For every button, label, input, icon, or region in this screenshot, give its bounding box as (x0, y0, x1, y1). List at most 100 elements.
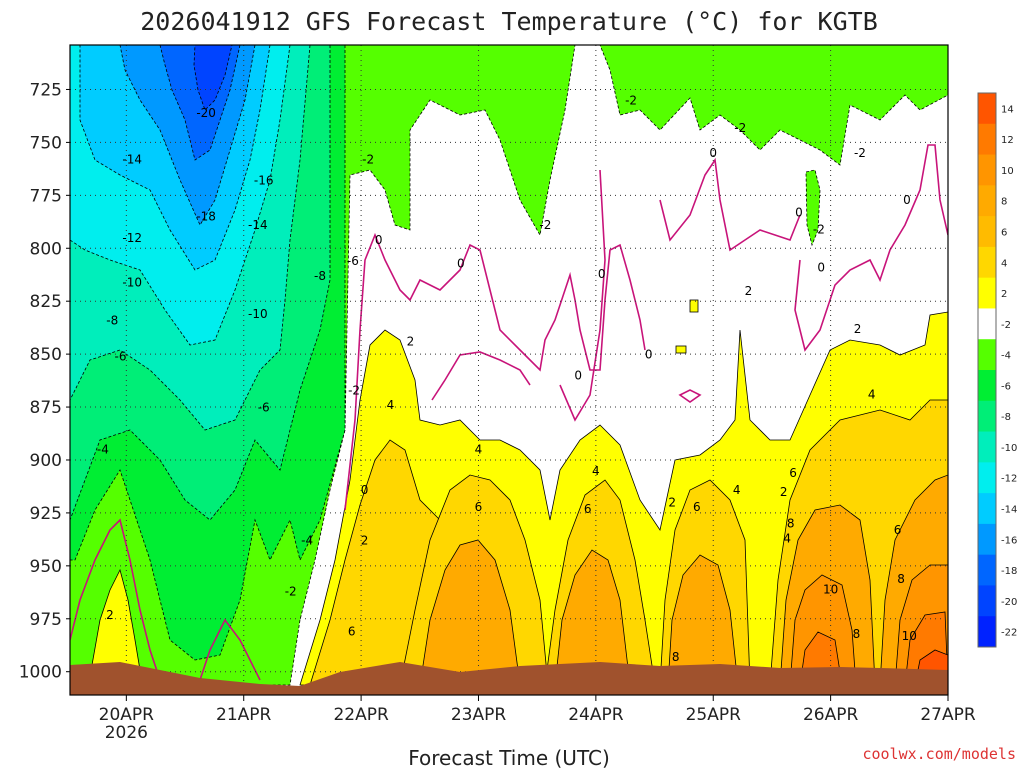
colorbar-swatch (978, 185, 996, 217)
contour-label: -2 (734, 121, 746, 135)
contour-label: 2 (106, 608, 114, 622)
chart-title: 2026041912 GFS Forecast Temperature (°C)… (140, 7, 878, 36)
colorbar-swatch (978, 246, 996, 279)
contour-label: -6 (114, 349, 126, 363)
colorbar-swatch (978, 154, 996, 186)
contour-label: 2 (780, 485, 788, 499)
x-tick-label: 22APR (333, 705, 389, 725)
x-tick-label: 24APR (568, 705, 624, 725)
colorbar-label: -14 (1001, 505, 1017, 516)
warm-pocket-marker (689, 299, 699, 313)
zero-contour-line-26apr (794, 144, 948, 352)
contour-label: -14 (248, 218, 268, 232)
contour-label: -6 (347, 254, 359, 268)
contour-label: 6 (584, 502, 592, 516)
colorbar-swatch (978, 93, 996, 125)
contour-label: 2 (407, 335, 415, 349)
x-axis-label: Forecast Time (UTC) (408, 746, 610, 768)
contour-label: -14 (122, 153, 142, 167)
zero-contour-line-24apr (559, 169, 606, 422)
y-tick-label: 875 (30, 398, 62, 418)
y-tick-label: 975 (30, 610, 62, 630)
y-tick-label: 900 (30, 451, 62, 471)
contour-label: 0 (598, 267, 606, 281)
contour-label: 10 (902, 629, 917, 643)
zero-contour-line-20apr (70, 518, 161, 681)
zero-contour-line-25apr (659, 157, 801, 252)
contour-label: 8 (787, 517, 795, 531)
contour-labels: -20-14-16-18-14-12-10-8 -10-8-6-6-6-4-4-2… (97, 93, 917, 664)
contour-label: 4 (592, 464, 600, 478)
contour-label: -18 (196, 210, 216, 224)
colorbar-swatch (978, 339, 996, 371)
colorbar-frame (977, 92, 997, 648)
contour-label: 6 (789, 466, 797, 480)
contour-label: -8 (106, 313, 118, 327)
contour-label: 6 (475, 500, 483, 514)
colorbar-label: 6 (1001, 228, 1007, 239)
contour-label: 6 (894, 523, 902, 537)
contour-label: 0 (375, 233, 383, 247)
contour-label: 2 (854, 322, 862, 336)
colorbar-label: -2 (1001, 320, 1011, 331)
contour-label: -10 (122, 275, 142, 289)
colorbar-swatch (978, 462, 996, 494)
colorbar-swatch (978, 554, 996, 586)
colorbar-swatch (978, 370, 996, 402)
colorbar-swatch (978, 431, 996, 463)
y-tick-label: 800 (30, 239, 62, 259)
colorbar-label: -18 (1001, 566, 1017, 577)
colorbar-swatch (978, 493, 996, 525)
colorbar-swatch (978, 277, 996, 309)
colorbar-label: -20 (1001, 597, 1017, 608)
contour-label: 4 (783, 532, 791, 546)
contour-label: 4 (387, 398, 395, 412)
zero-contour-line-midday-24apr (678, 389, 702, 403)
contour-label: -2 (362, 153, 374, 167)
x-tick-label: 25APR (686, 705, 742, 725)
warm-cores (309, 399, 948, 686)
y-tick-label: 725 (30, 80, 62, 100)
y-tick-label: 925 (30, 504, 62, 524)
contour-label: 8 (672, 650, 680, 664)
colorbar-swatch (978, 123, 996, 156)
contour-label: 0 (903, 193, 911, 207)
y-tick-label: 850 (30, 345, 62, 365)
grid (70, 45, 948, 695)
colorbar-label: 12 (1001, 135, 1014, 146)
zero-contour-line-23apr (431, 351, 531, 401)
y-axis: 725 750 775 800 825 850 875 900 925 950 975 1000 (19, 80, 70, 683)
contour-label: 2 (668, 496, 676, 510)
contour-label: 0 (795, 205, 803, 219)
contour-label: 6 (693, 500, 701, 514)
terrain-ground (70, 662, 948, 695)
contour-label: 0 (709, 146, 717, 160)
y-tick-label: 950 (30, 557, 62, 577)
colorbar-label: -8 (1001, 412, 1011, 423)
contour-label: 0 (574, 369, 582, 383)
contour-label: -2 (285, 584, 297, 598)
contour-label: 4 (733, 483, 741, 497)
contour-label: -10 (248, 307, 268, 321)
zero-degree-contours (70, 144, 948, 681)
colorbar-label: 8 (1001, 197, 1007, 208)
colorbar-label: -22 (1001, 628, 1017, 639)
zero-contour-line-21apr (199, 618, 261, 681)
contour-label: 8 (853, 627, 861, 641)
colorbar-swatch (978, 216, 996, 248)
colorbar-label: -10 (1001, 443, 1017, 454)
y-tick-label: 1000 (19, 663, 62, 683)
contour-label: 0 (817, 261, 825, 275)
contour-label: -4 (97, 443, 109, 457)
contour-label: -2 (813, 222, 825, 236)
colorbar-swatch (978, 585, 996, 617)
x-tick-label: 23APR (451, 705, 507, 725)
band-minus-20 (193, 45, 233, 111)
zero-contour-line-22apr (344, 232, 646, 511)
colorbar-label: 10 (1001, 166, 1014, 177)
contour-label: -2 (625, 93, 637, 107)
contour-label: 4 (475, 443, 483, 457)
x-tick-sublabel: 2026 (105, 723, 148, 743)
